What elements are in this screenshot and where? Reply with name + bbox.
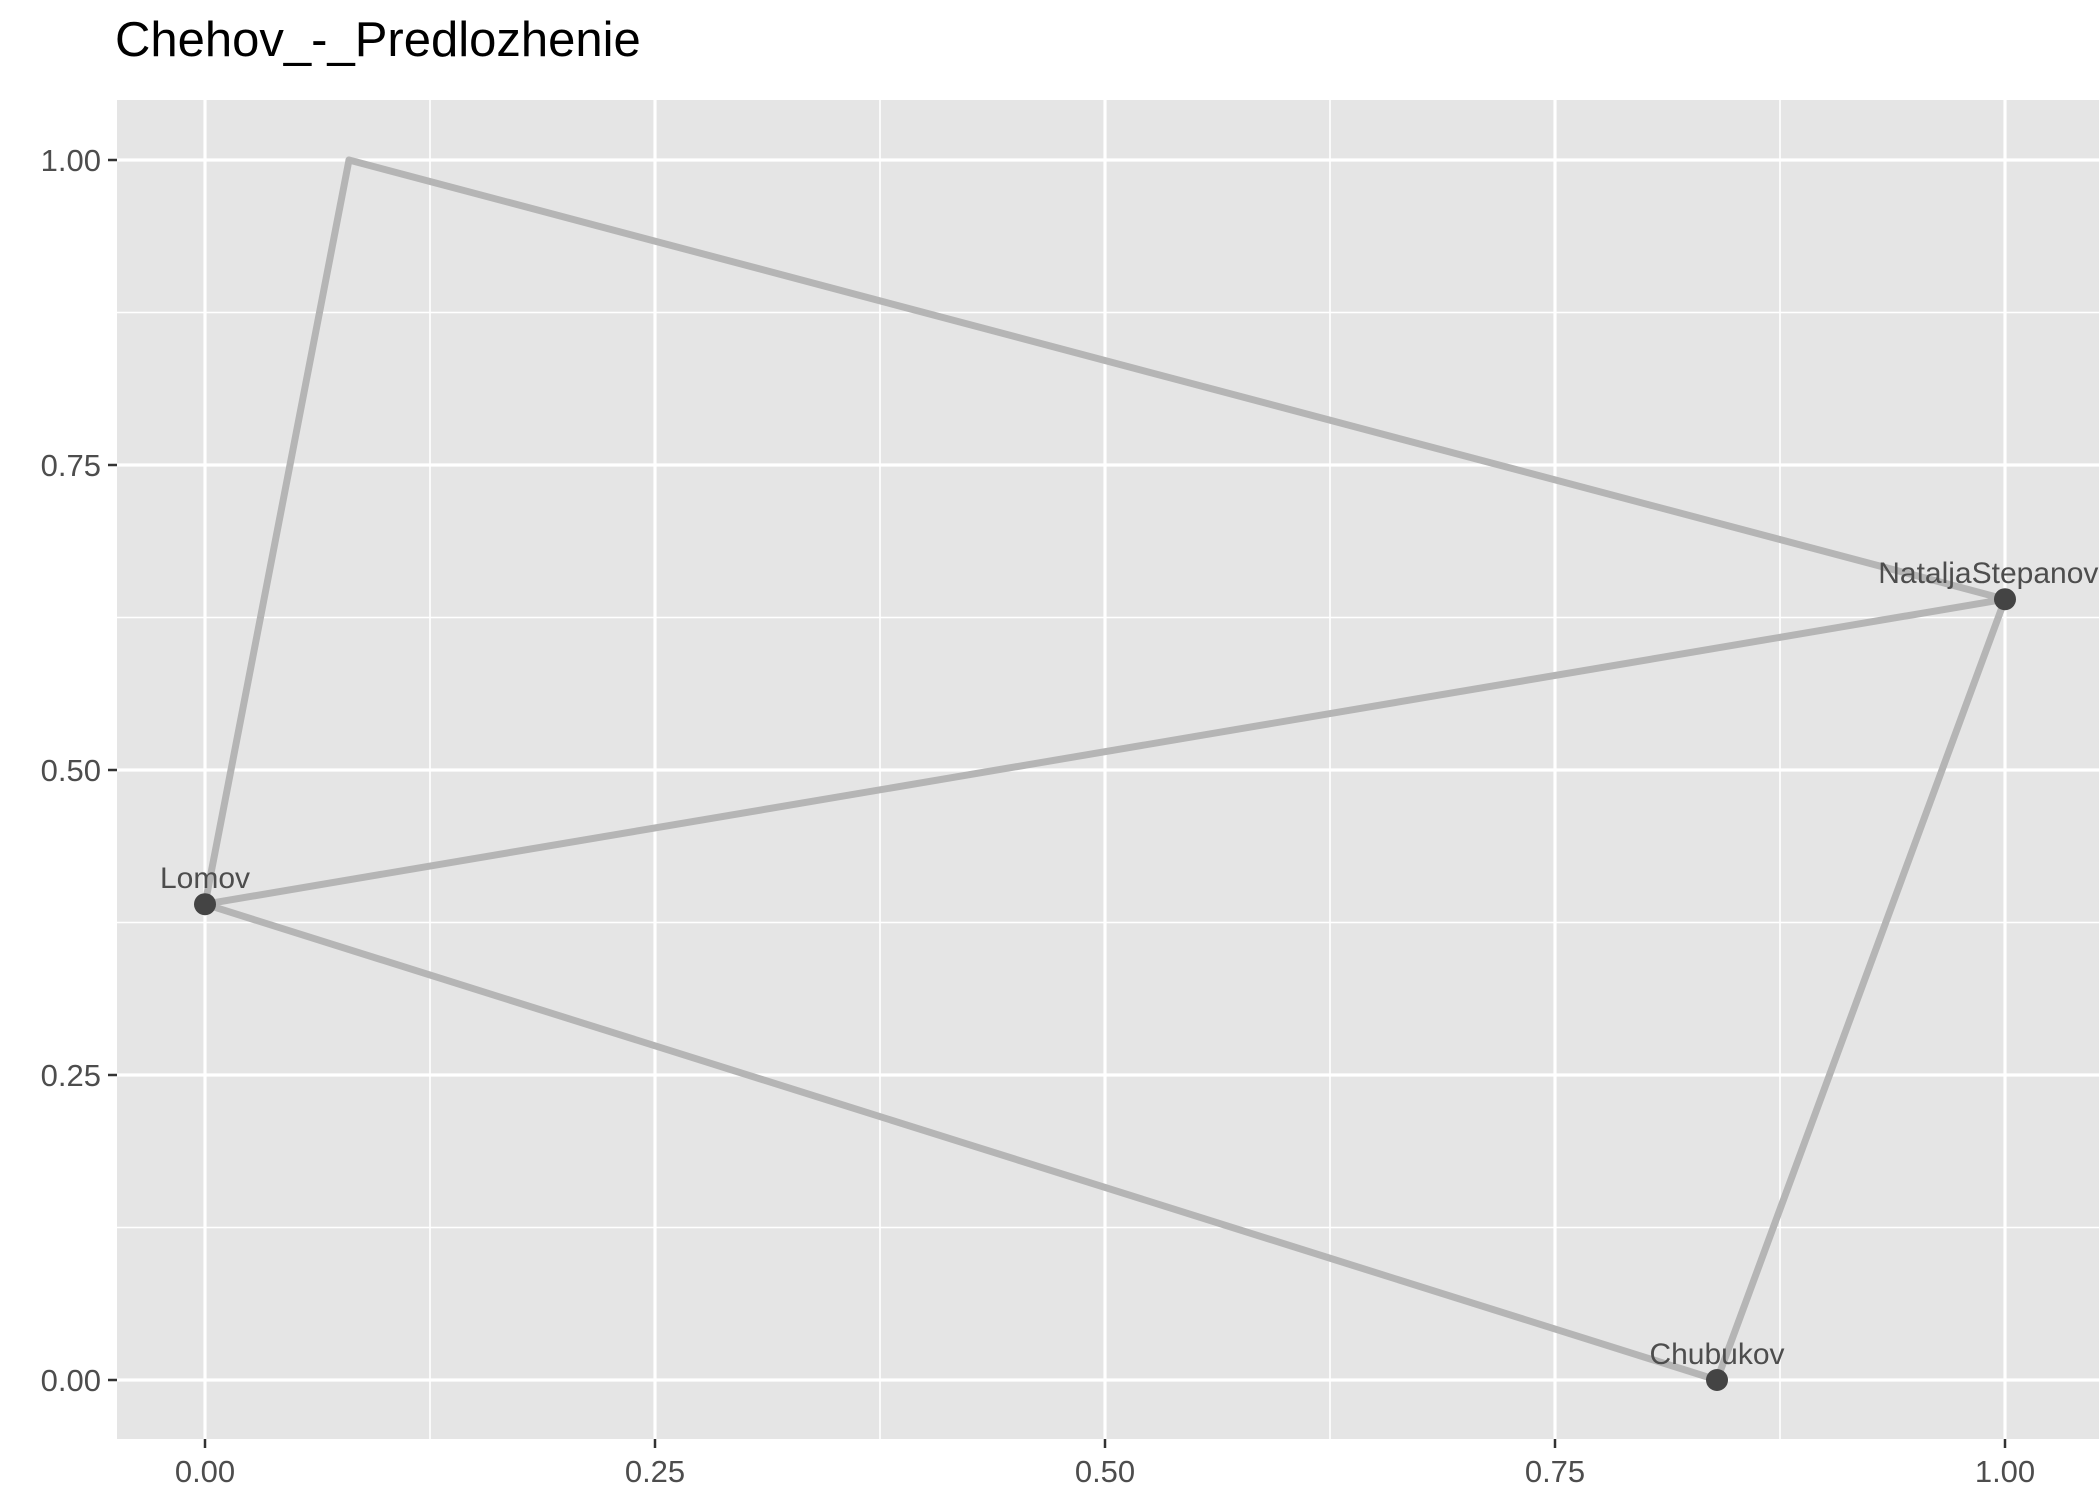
y-tick-label: 0.25 — [41, 1058, 101, 1093]
edges — [201, 156, 2009, 1384]
x-tick-label: 0.25 — [625, 1454, 685, 1489]
node-label: Chubukov — [1649, 1338, 1784, 1371]
x-tick-label: 0.50 — [1075, 1454, 1135, 1489]
edge-line — [201, 156, 353, 908]
y-tick-label: 0.00 — [41, 1363, 101, 1398]
edge-line — [1713, 595, 2009, 1384]
major-gridlines — [117, 100, 2099, 1439]
node-point — [1706, 1369, 1728, 1391]
edge-line — [201, 595, 2009, 908]
node-label: Lomov — [160, 862, 250, 895]
x-tick-label: 0.75 — [1525, 1454, 1585, 1489]
y-tick-label: 1.00 — [41, 143, 101, 178]
y-tick-label: 0.75 — [41, 448, 101, 483]
nodes — [194, 588, 2016, 1391]
y-axis: 0.00 0.25 0.50 0.75 1.00 — [41, 143, 117, 1398]
node-point — [1994, 588, 2016, 611]
chart-title: Chehov_-_Predlozhenie — [115, 13, 641, 67]
edge-line — [345, 156, 2009, 603]
node-labels: Lomov NataljaStepanovna Chubukov — [160, 557, 2099, 1371]
node-label: NataljaStepanovna — [1878, 557, 2099, 590]
x-tick-label: 0.00 — [175, 1454, 235, 1489]
edge-line — [201, 900, 1721, 1384]
x-axis: 0.00 0.25 0.50 0.75 1.00 — [175, 1439, 2035, 1489]
y-tick-label: 0.50 — [41, 753, 101, 788]
node-point — [194, 893, 216, 916]
x-tick-label: 1.00 — [1975, 1454, 2035, 1489]
